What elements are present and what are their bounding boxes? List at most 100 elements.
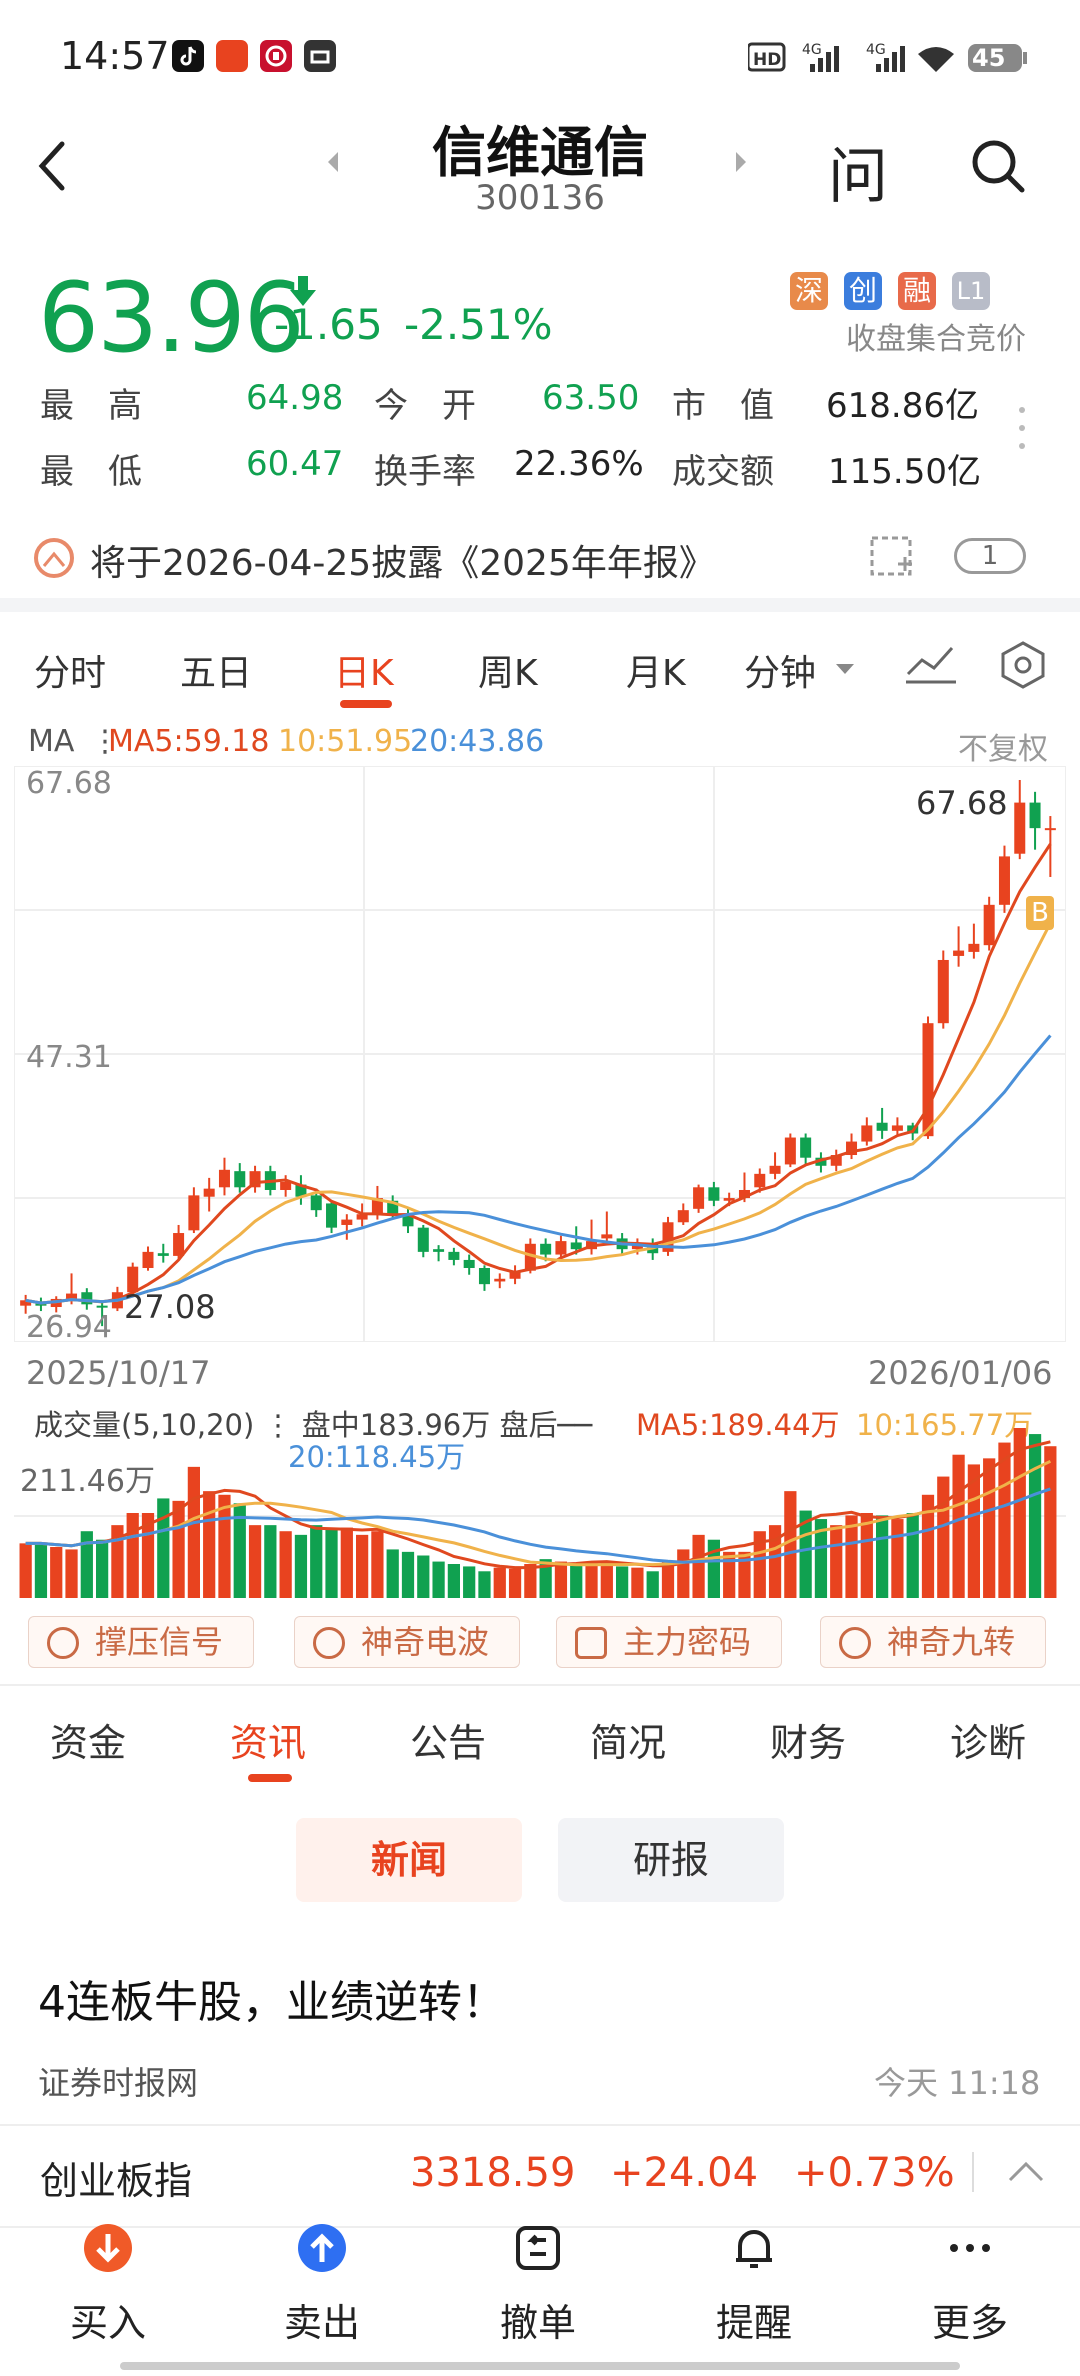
candle-body: [81, 1292, 93, 1305]
tab-profile[interactable]: 简况: [590, 1721, 667, 1765]
back-icon[interactable]: [34, 138, 70, 194]
tab-day-k[interactable]: 日K: [334, 653, 394, 694]
volume-bar: [906, 1513, 919, 1598]
divider: [0, 598, 1080, 612]
news-title[interactable]: 4连板牛股，业绩逆转！: [38, 1977, 506, 2028]
tab-finance[interactable]: 财务: [770, 1721, 847, 1765]
volume-bar: [325, 1527, 338, 1598]
volume-bar: [983, 1458, 996, 1598]
market-cap-label: 市 值: [672, 386, 774, 426]
tab-funds[interactable]: 资金: [50, 1721, 127, 1765]
add-event-icon[interactable]: [868, 532, 918, 582]
tab-week-k[interactable]: 周K: [478, 653, 538, 694]
buy-button[interactable]: 买入: [48, 2222, 168, 2347]
candle-body: [203, 1188, 215, 1197]
tab-month-k[interactable]: 月K: [626, 653, 686, 694]
alert-button[interactable]: 提醒: [694, 2222, 814, 2347]
volume-bar: [463, 1566, 476, 1598]
chevron-up-icon[interactable]: [1006, 2160, 1046, 2184]
cancel-order-button[interactable]: 撤单: [478, 2222, 598, 2347]
volume-bar: [356, 1534, 369, 1598]
prev-stock-icon[interactable]: [328, 152, 338, 172]
adjust-mode[interactable]: 不复权: [958, 732, 1048, 767]
volume-chart[interactable]: [14, 1398, 1066, 1598]
volume-ma5: MA5:189.44万: [636, 1408, 840, 1442]
subtab-research[interactable]: 研报: [558, 1818, 784, 1902]
candlestick-chart[interactable]: [14, 766, 1066, 1342]
volume-bar: [646, 1571, 659, 1598]
wave-icon: [313, 1627, 345, 1659]
status-time: 14:57: [60, 34, 170, 78]
candle-body: [249, 1171, 261, 1188]
badge-l1[interactable]: L1: [952, 272, 990, 310]
volume-bar: [738, 1551, 751, 1598]
tab-diagnosis[interactable]: 诊断: [950, 1721, 1027, 1765]
drawing-tool-icon[interactable]: [904, 642, 958, 686]
candle-body: [524, 1243, 536, 1271]
tool-magic-wave[interactable]: 神奇电波: [294, 1616, 520, 1668]
battery-level: 45: [972, 44, 1006, 72]
volume-bar: [891, 1519, 904, 1598]
volume-bar: [493, 1567, 506, 1598]
subtab-news[interactable]: 新闻: [296, 1818, 522, 1902]
volume-bar: [585, 1561, 598, 1598]
ma-menu-icon[interactable]: ⋮: [90, 724, 120, 759]
volume-intraday: 盘中183.96万: [301, 1408, 491, 1442]
index-change: +24.04: [610, 2150, 759, 2196]
volume-menu-icon[interactable]: ⋮: [254, 1408, 302, 1442]
candle-body: [769, 1165, 781, 1174]
tab-wuri[interactable]: 五日: [180, 653, 253, 694]
buy-signal-badge[interactable]: B: [1026, 896, 1054, 930]
notice-text[interactable]: 将于2026-04-25披露《2025年年报》: [90, 543, 715, 584]
index-name: 创业板指: [40, 2159, 193, 2203]
volume-bar: [187, 1466, 200, 1598]
amount-value: 115.50亿: [828, 452, 981, 492]
search-icon[interactable]: [968, 136, 1028, 196]
down-arrow-icon: [290, 276, 316, 306]
settings-hex-icon[interactable]: [996, 638, 1050, 692]
volume-bar: [218, 1494, 231, 1598]
tool-support-pressure[interactable]: 撑压信号: [28, 1616, 254, 1668]
volume-bar: [340, 1527, 353, 1598]
more-button[interactable]: 更多: [910, 2222, 1030, 2347]
ask-button[interactable]: 问: [828, 142, 888, 212]
volume-bar: [248, 1525, 262, 1598]
more-dots-icon[interactable]: [1016, 404, 1028, 454]
notice-pager[interactable]: 1: [954, 538, 1026, 574]
volume-bar: [570, 1564, 583, 1598]
candle-body: [173, 1233, 185, 1256]
candle-body: [998, 856, 1010, 905]
tab-fenshi[interactable]: 分时: [34, 653, 107, 694]
candle-body: [754, 1173, 766, 1188]
tool-main-code[interactable]: 主力密码: [556, 1616, 782, 1668]
volume-bar: [952, 1454, 965, 1598]
volume-ma20-line: [25, 1487, 1051, 1564]
sell-button[interactable]: 卖出: [262, 2222, 382, 2347]
tab-announcements[interactable]: 公告: [410, 1721, 487, 1765]
volume-bar: [111, 1525, 124, 1598]
active-info-underline: [248, 1774, 292, 1782]
svg-text:4G: 4G: [802, 42, 822, 58]
candle-body: [218, 1169, 230, 1188]
cancel-order-label: 撤单: [499, 2301, 576, 2345]
volume-bar: [1044, 1446, 1057, 1598]
next-stock-icon[interactable]: [736, 152, 746, 172]
volume-after: 盘后──: [499, 1408, 593, 1442]
candle-body: [387, 1200, 399, 1215]
volume-bar: [203, 1491, 216, 1598]
tab-minute[interactable]: 分钟: [744, 653, 817, 694]
volume-bar: [172, 1500, 185, 1598]
badge-shen: 深: [790, 272, 828, 310]
volume-bar: [921, 1494, 935, 1598]
ma-prefix[interactable]: MA: [28, 724, 75, 759]
more-icon: [950, 2244, 990, 2252]
lock-icon: [575, 1627, 607, 1659]
chevron-down-icon[interactable]: [836, 664, 854, 674]
tab-news[interactable]: 资讯: [230, 1721, 307, 1765]
candle-body: [157, 1253, 169, 1256]
alert-label: 提醒: [715, 2301, 792, 2345]
candle-body: [784, 1137, 796, 1165]
candle-body: [861, 1125, 873, 1142]
low-label: 最 低: [40, 452, 142, 492]
tool-magic-nine[interactable]: 神奇九转: [820, 1616, 1046, 1668]
